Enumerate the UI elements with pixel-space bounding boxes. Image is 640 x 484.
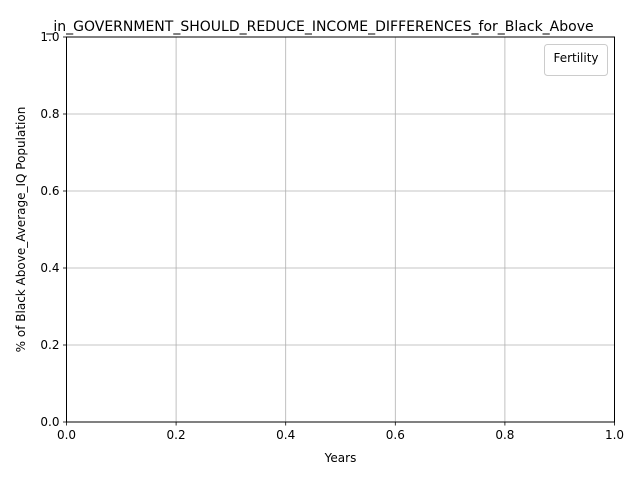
y-tick-label: 1.0 xyxy=(40,30,59,44)
legend-box xyxy=(544,44,608,76)
legend-title: Fertility xyxy=(553,51,598,65)
x-tick-label: 0.0 xyxy=(57,428,76,442)
x-tick-label: 0.2 xyxy=(167,428,186,442)
y-tick-label: 0.6 xyxy=(40,184,59,198)
y-axis-label: % of Black Above_Average_IQ Population xyxy=(14,107,28,353)
x-tick-label: 0.6 xyxy=(386,428,405,442)
x-tick-label: 0.8 xyxy=(495,428,514,442)
y-axis-ticks: 0.0 0.2 0.4 0.6 0.8 1.0 xyxy=(40,30,67,429)
grid-lines xyxy=(66,36,615,423)
legend: Fertility xyxy=(544,44,608,76)
y-tick-label: 0.8 xyxy=(40,107,59,121)
y-tick-label: 0.2 xyxy=(40,338,59,352)
x-axis-ticks: 0.0 0.2 0.4 0.6 0.8 1.0 xyxy=(57,422,624,442)
plot-area-frame xyxy=(66,36,615,423)
y-tick-label: 0.0 xyxy=(40,415,59,429)
chart-title: _in_GOVERNMENT_SHOULD_REDUCE_INCOME_DIFF… xyxy=(45,19,593,35)
y-tick-label: 0.4 xyxy=(40,261,59,275)
x-tick-label: 0.4 xyxy=(276,428,295,442)
x-tick-label: 1.0 xyxy=(605,428,624,442)
x-axis-label: Years xyxy=(324,451,357,465)
